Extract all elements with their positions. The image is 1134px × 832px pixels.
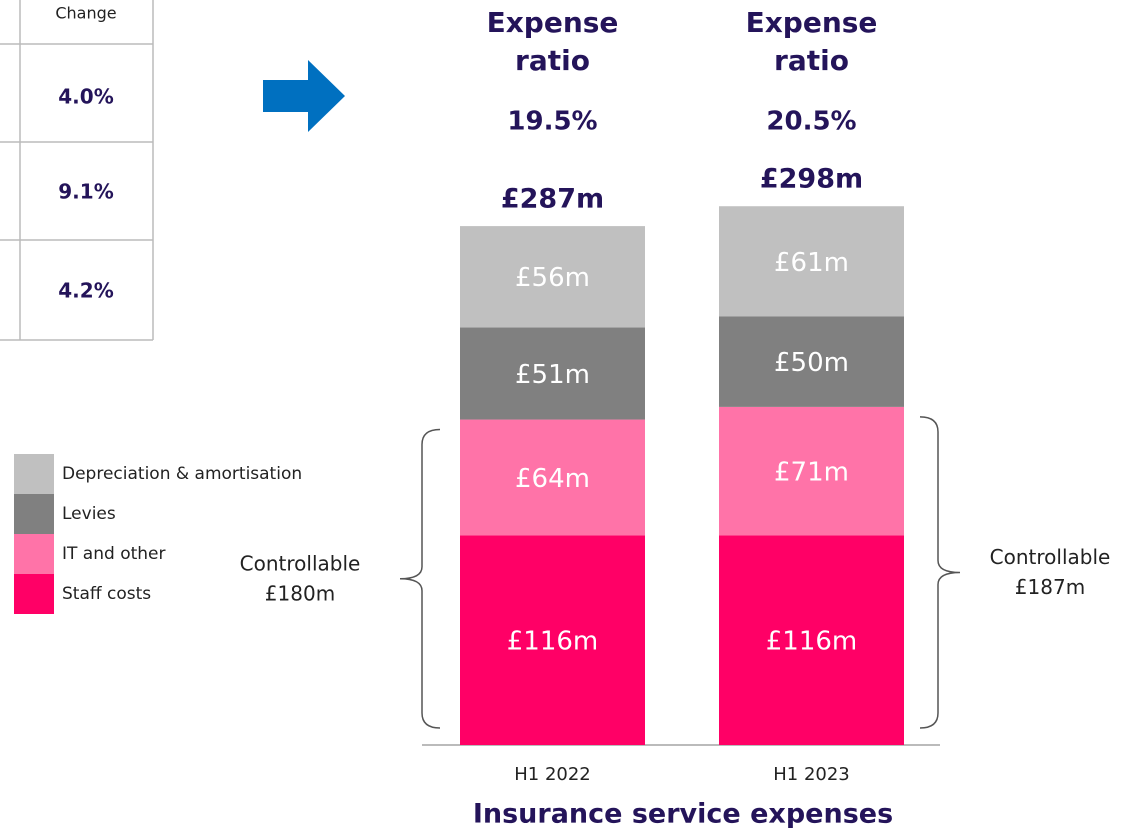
legend-swatch (14, 454, 54, 494)
expense-ratio: 19.5% (507, 107, 597, 137)
controllable-label: Controllable (990, 545, 1111, 569)
arrow (263, 60, 345, 132)
bar-value-label: £56m (515, 263, 590, 293)
expense-ratio: 20.5% (766, 107, 856, 137)
total-label: £298m (760, 164, 863, 195)
controllable-value: £180m (265, 581, 335, 605)
bar-value-label: £51m (515, 360, 590, 390)
bar-segment (719, 316, 904, 407)
table (0, 0, 154, 341)
bar-value-label: £71m (774, 458, 849, 488)
bar-value-label: £116m (766, 627, 858, 657)
legend-swatch (14, 494, 54, 534)
bar-segment (460, 419, 645, 536)
legend-label: Levies (62, 504, 116, 524)
bar-segment (460, 327, 645, 420)
total-label: £287m (501, 184, 604, 215)
category-label: H1 2022 (514, 764, 591, 785)
legend-swatch (14, 574, 54, 614)
legend-swatch (14, 534, 54, 574)
controllable-label: Controllable (240, 551, 361, 575)
table-cell: 4.2% (58, 279, 113, 303)
bar-segment (719, 406, 904, 536)
bar-value-label: £50m (774, 348, 849, 378)
bar-segment (460, 226, 645, 328)
bar-segment (719, 535, 904, 745)
legend-label: IT and other (62, 544, 165, 564)
bar-segment (460, 535, 645, 745)
category-label: H1 2023 (773, 764, 850, 785)
brace (399, 428, 441, 729)
chart-title: Insurance service expenses (473, 799, 893, 830)
legend-label: Staff costs (62, 584, 151, 604)
controllable-value: £187m (1015, 575, 1085, 599)
legend-label: Depreciation & amortisation (62, 464, 302, 484)
bar-value-label: £116m (507, 627, 599, 657)
bar-value-label: £61m (774, 248, 849, 278)
brace (919, 416, 961, 729)
bar-value-label: £64m (515, 464, 590, 494)
table-cell: 9.1% (58, 180, 113, 204)
ratio-title: Expense ratio (745, 6, 878, 77)
bar-segment (719, 206, 904, 317)
ratio-title: Expense ratio (486, 6, 619, 77)
table-cell: 4.0% (58, 85, 113, 109)
table-header: Change (55, 4, 116, 23)
